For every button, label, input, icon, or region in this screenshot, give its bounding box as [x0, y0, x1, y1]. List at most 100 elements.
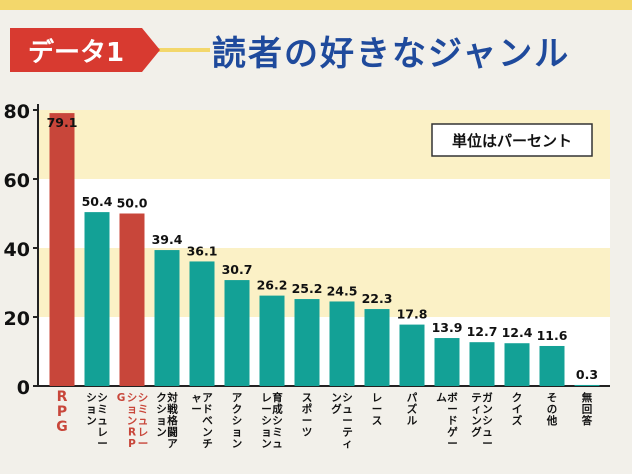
- category-label-char: ュ: [272, 438, 283, 450]
- category-label-char: 育: [272, 391, 283, 404]
- category-label-char: シ: [127, 392, 138, 404]
- category-label-char: ン: [127, 415, 138, 427]
- category-label-char: 回: [582, 404, 593, 416]
- category-label-char: ズ: [407, 403, 418, 416]
- category-label-char: R: [128, 427, 136, 439]
- category-label-char: テ: [471, 392, 482, 404]
- category-label-char: ポ: [302, 403, 313, 416]
- category-label-char: チ: [202, 438, 213, 450]
- category-label-char: ィ: [342, 438, 353, 450]
- category-label-char: ー: [447, 404, 458, 416]
- data-label: 79.1: [47, 115, 78, 130]
- category-label-char: 答: [581, 414, 593, 427]
- category-label-char: 闘: [167, 427, 178, 439]
- unit-note: 単位はパーセント: [452, 132, 572, 150]
- category-label-char: ン: [156, 427, 167, 439]
- category-label-char: シ: [138, 392, 149, 404]
- category-label-char: ン: [261, 438, 272, 450]
- bar: [154, 250, 180, 386]
- bar: [434, 338, 460, 386]
- category-label-char: ミ: [97, 404, 108, 416]
- category-label-char: ス: [372, 415, 383, 427]
- category-label-char: イ: [512, 404, 523, 416]
- chart-title: 読者の好きなジャンル: [212, 33, 571, 74]
- chart-bars: [49, 113, 600, 387]
- bar: [504, 343, 530, 386]
- data-label: 11.6: [537, 328, 568, 343]
- category-label-char: ア: [167, 438, 178, 450]
- data-label: 30.7: [222, 262, 253, 277]
- category-label-char: ョ: [86, 404, 97, 416]
- category-label-char: 格: [167, 414, 178, 427]
- category-label-char: P: [57, 404, 67, 420]
- category-label-char: ョ: [232, 427, 243, 439]
- bar: [574, 384, 600, 386]
- bar: [539, 345, 565, 386]
- category-label-char: P: [128, 438, 136, 450]
- category-label-char: ク: [156, 392, 167, 404]
- category-label-char: G: [117, 392, 126, 404]
- category-label-char: ミ: [138, 404, 149, 416]
- data-label: 13.9: [432, 320, 463, 335]
- data-label: 25.2: [292, 281, 323, 296]
- top-accent-strip: [0, 0, 632, 10]
- category-label: 無回答: [581, 391, 593, 427]
- unit-note-box: 単位はパーセント: [431, 123, 593, 157]
- category-label-char: 他: [546, 414, 558, 427]
- category-label-char: ー: [342, 415, 353, 427]
- category-label-char: ボ: [447, 391, 458, 404]
- category-label-char: ー: [191, 404, 202, 416]
- category-label-char: ク: [232, 404, 243, 416]
- data-number-badge: データ1: [10, 28, 160, 72]
- category-label-char: レ: [97, 427, 108, 439]
- category-label-char: 成: [272, 403, 283, 416]
- category-label: その他: [546, 392, 558, 427]
- category-label-char: ー: [372, 404, 383, 416]
- category-label-char: ク: [512, 392, 523, 404]
- category-label-char: ョ: [156, 415, 167, 427]
- data-label: 17.8: [397, 307, 428, 322]
- data-label: 0.3: [576, 367, 598, 382]
- category-label-char: ム: [436, 392, 447, 404]
- bar: [259, 295, 285, 386]
- category-label-char: ィ: [471, 404, 482, 416]
- category-label-char: ア: [232, 392, 243, 404]
- category-label-char: ル: [407, 415, 418, 427]
- y-tick-label: 80: [4, 101, 30, 123]
- bar: [294, 299, 320, 386]
- category-label-char: レ: [372, 392, 383, 404]
- bar: [49, 113, 75, 387]
- y-tick-label: 0: [17, 377, 30, 399]
- category-label-char: シ: [232, 415, 243, 427]
- category-label-char: ョ: [261, 427, 272, 439]
- category-label-char: シ: [86, 392, 97, 404]
- category-label-char: シ: [97, 392, 108, 404]
- category-label-char: ベ: [202, 415, 213, 427]
- data-label: 12.7: [467, 324, 498, 339]
- category-label-char: ン: [86, 415, 97, 427]
- category-label-char: ン: [331, 392, 342, 404]
- category-label-char: ツ: [302, 427, 313, 439]
- bar: [364, 309, 390, 386]
- chart-area: 0 20 40 60 80 79.1 R P G 50.4 シミュレーション 50.0 シミュレーショ…: [0, 90, 632, 470]
- data-label: 50.4: [82, 194, 113, 209]
- category-label-char: ー: [482, 438, 493, 450]
- data-label: 39.4: [152, 232, 183, 247]
- category-label-char: の: [547, 404, 558, 416]
- category-label-char: ン: [482, 404, 493, 416]
- category-label-char: ド: [202, 404, 213, 416]
- category-label-char: ャ: [191, 392, 202, 404]
- category-label-char: グ: [331, 403, 342, 416]
- bar: [329, 301, 355, 386]
- category-label-char: ュ: [97, 415, 108, 427]
- category-label-char: ョ: [127, 404, 138, 416]
- category-label-char: ン: [471, 415, 482, 427]
